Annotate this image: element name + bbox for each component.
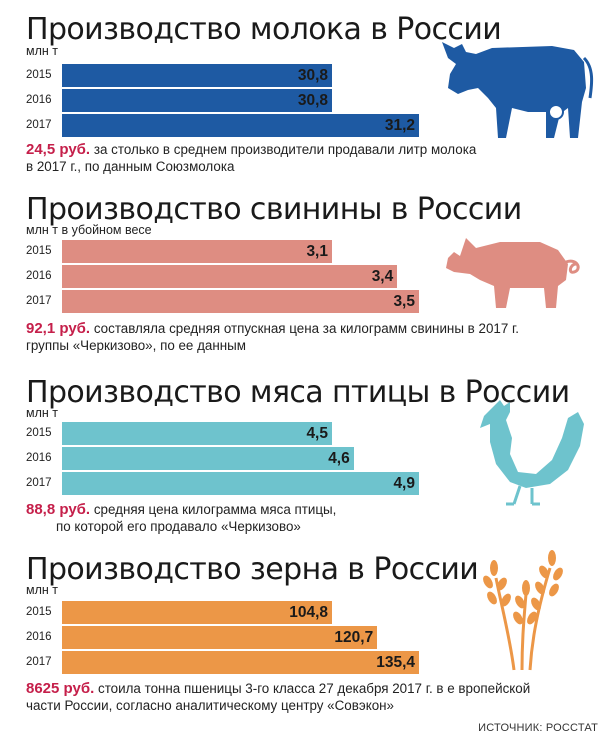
price-value: 24,5 руб. [26,141,91,158]
pig-icon [446,238,580,308]
note-text: средняя цена килограмма мяса птицы, [90,502,337,517]
price-value: 88,8 руб. [26,501,91,518]
milk-section: Производство молока в России млн т 24,5 … [0,0,614,185]
bar-value-label: 31,2 [384,117,415,134]
section-title: Производство свинины в России [26,192,522,227]
year-label: 2017 [26,119,52,131]
poultry-section: Производство мяса птицы в России млн т 8… [26,375,584,535]
bar [62,472,419,495]
bar-value-label: 3,1 [306,243,328,260]
year-label: 2015 [26,69,52,81]
price-note: 88,8 руб. средняя цена килограмма мяса п… [26,501,336,535]
note-text: группы «Черкизово», по ее данным [26,338,246,353]
section-title: Производство мяса птицы в России [26,375,570,410]
bar [62,290,419,313]
pork-section: Производство свинины в России млн т в уб… [0,0,614,360]
price-note: 24,5 руб. за столько в среднем производи… [26,141,476,175]
note-text: стоила тонна пшеницы 3-го класса 27 дека… [94,681,531,696]
bar [62,651,419,674]
bar-value-label: 4,9 [393,475,415,492]
source-label: ИСТОЧНИК: РОССТАТ [478,722,598,734]
bar [62,114,419,137]
section-title: Производство зерна в России [26,552,479,587]
bar [62,601,332,624]
bar-value-label: 4,6 [328,450,350,467]
price-note: 8625 руб. стоила тонна пшеницы 3-го клас… [26,680,530,714]
cow-icon [442,42,594,138]
note-text: в 2017 г., по данным Союзмолока [26,159,235,174]
bar-value-label: 30,8 [297,92,328,109]
bar [62,447,354,470]
bar [62,626,378,649]
note-text: составляла средняя отпускная цена за кил… [90,321,519,336]
year-label: 2015 [26,245,52,257]
note-text: за столько в среднем производители прода… [90,142,477,157]
bar-value-label: 120,7 [334,629,374,646]
bar [62,240,332,263]
year-label: 2016 [26,94,52,106]
year-label: 2015 [26,606,52,618]
section-title: Производство молока в России [26,12,502,47]
year-label: 2015 [26,427,52,439]
bar [62,265,398,288]
unit-label: млн т [26,44,58,58]
unit-label: млн т в убойном весе [26,223,152,237]
grain-section: Производство зерна в России млн т 8625 р… [26,550,563,714]
note-text: по которой его продавало «Черкизово» [56,519,301,534]
unit-label: млн т [26,406,58,420]
year-label: 2016 [26,452,52,464]
bar-value-label: 104,8 [289,604,328,621]
bar-value-label: 3,4 [371,268,394,285]
bar-value-label: 30,8 [297,67,328,84]
year-label: 2017 [26,477,52,489]
bar-value-label: 135,4 [376,654,415,671]
rooster-icon [480,400,584,506]
price-value: 92,1 руб. [26,320,91,337]
bar-value-label: 4,5 [306,425,328,442]
bar [62,422,332,445]
year-label: 2016 [26,270,52,282]
year-label: 2017 [26,295,52,307]
price-value: 8625 руб. [26,680,95,697]
note-text: части России, согласно аналитическому це… [26,698,394,713]
unit-label: млн т [26,583,58,597]
bar [62,89,332,112]
year-label: 2016 [26,631,52,643]
year-label: 2017 [26,656,52,668]
bar [62,64,332,87]
wheat-icon [483,550,563,671]
bar-value-label: 3,5 [393,293,415,310]
price-note: 92,1 руб. составляла средняя отпускная ц… [26,320,519,354]
